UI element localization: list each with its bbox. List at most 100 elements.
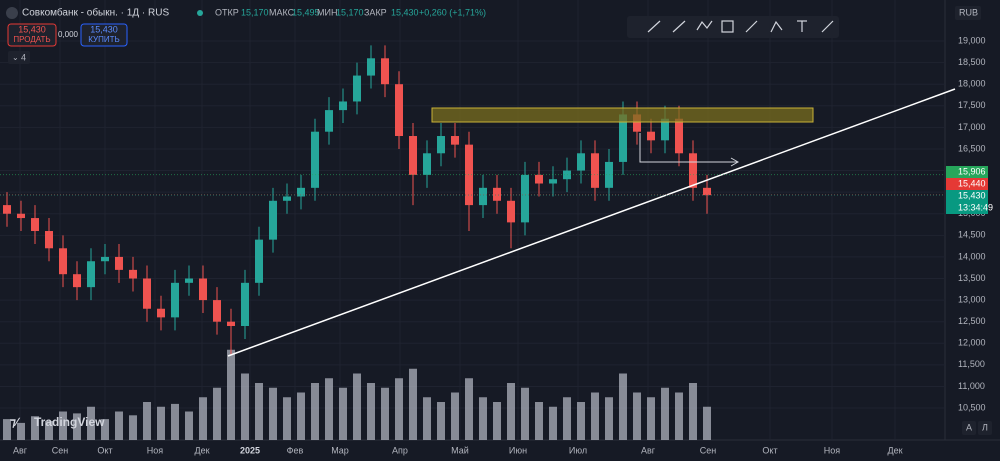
arrow-drawing[interactable] <box>639 133 738 163</box>
candle-body <box>311 131 319 188</box>
candle-body <box>451 136 459 145</box>
open: 15,170 <box>241 7 269 17</box>
x-tick-label: Мар <box>331 445 349 455</box>
y-tick-label: 11,000 <box>958 381 985 391</box>
sell-button[interactable] <box>7 23 57 47</box>
candle-body <box>423 153 431 175</box>
volume-bar <box>367 383 375 440</box>
y-tick-label: 10,500 <box>958 402 986 412</box>
volume <box>3 349 711 440</box>
volume-bar <box>17 422 25 440</box>
x-tick-label: Авг <box>13 445 28 455</box>
currency-button[interactable] <box>955 6 981 20</box>
indicators-toggle[interactable] <box>8 51 30 64</box>
status-dot <box>197 10 203 16</box>
candle-body <box>339 101 347 111</box>
volume-bar <box>437 402 445 440</box>
low: 15,170 <box>336 7 364 17</box>
price-tag-label: 15,430 <box>958 190 986 200</box>
x-tick-label: Ноя <box>147 445 164 455</box>
candle-body <box>199 278 207 301</box>
log-button[interactable] <box>978 421 992 435</box>
tool-line[interactable] <box>647 20 661 33</box>
candle-body <box>367 58 375 76</box>
candle-body <box>45 231 53 249</box>
x-tick-label: Май <box>451 445 469 455</box>
symbol-icon <box>6 7 18 19</box>
y-tick-label: 11,500 <box>958 359 985 369</box>
x-tick-label: Окт <box>762 445 777 455</box>
candle-body <box>437 136 445 154</box>
auto-button[interactable] <box>962 421 976 435</box>
volume-bar <box>507 383 515 440</box>
candle-body <box>675 118 683 154</box>
price-tag-label: 15,906 <box>958 166 986 176</box>
volume-bar <box>185 411 193 440</box>
volume-bar <box>339 387 347 440</box>
tool-rect[interactable] <box>721 20 734 33</box>
currency: RUB <box>959 7 978 17</box>
candle-body <box>661 118 669 141</box>
volume-bar <box>563 397 571 440</box>
candle-body <box>325 110 333 132</box>
buy-price: 15,430 <box>90 24 118 34</box>
tool-measure[interactable] <box>821 20 834 33</box>
price-tag <box>946 166 988 178</box>
volume-bar <box>171 403 179 440</box>
candle-body <box>143 278 151 309</box>
candle-body <box>3 205 11 214</box>
volume-bar <box>591 392 599 440</box>
candle-body <box>689 153 697 188</box>
rectangle-drawing[interactable] <box>431 107 814 123</box>
candle-body <box>87 261 95 288</box>
x-tick-label: Окт <box>97 445 112 455</box>
price-tag-label: 15,440 <box>958 178 986 188</box>
candle-body <box>31 218 39 232</box>
candle-body <box>255 239 263 283</box>
spread: 0,000 <box>58 30 79 39</box>
trend-line[interactable] <box>227 88 956 357</box>
close: 15,430 <box>391 7 419 17</box>
candle-body <box>297 187 305 197</box>
candle-body <box>227 321 235 327</box>
tool-ray[interactable] <box>672 20 686 33</box>
y-tick-label: 12,000 <box>958 338 986 348</box>
sell-label: ПРОДАТЬ <box>13 35 50 44</box>
volume-bar <box>353 373 361 440</box>
buy-button[interactable] <box>80 23 128 47</box>
volume-bar <box>199 397 207 440</box>
x-tick-label: Июн <box>509 445 527 455</box>
candle-body <box>395 84 403 137</box>
volume-bar <box>619 373 627 440</box>
volume-bar <box>213 387 221 440</box>
high-label: МАКС <box>269 7 295 17</box>
volume-bar <box>409 368 417 440</box>
volume-bar <box>325 378 333 440</box>
candle-body <box>703 187 711 196</box>
candle-body <box>129 269 137 279</box>
volume-bar <box>661 387 669 440</box>
volume-bar <box>143 402 151 440</box>
x-tick-label: Дек <box>887 445 902 455</box>
volume-bar <box>493 402 501 440</box>
y-tick-label: 18,500 <box>958 57 986 67</box>
y-tick-label: 18,000 <box>958 79 986 89</box>
tool-brush[interactable] <box>745 20 758 33</box>
candle-body <box>381 58 389 85</box>
candle-body <box>241 282 249 327</box>
y-tick-label: 19,000 <box>958 35 986 45</box>
y-tick-label: 16,500 <box>958 143 986 153</box>
candle-body <box>283 196 291 201</box>
candle-body <box>171 282 179 318</box>
tool-path[interactable] <box>696 20 713 31</box>
volume-bar <box>689 383 697 440</box>
volume-bar <box>703 406 711 440</box>
symbol[interactable]: Совкомбанк - обыкн. · 1Д · RUS <box>22 7 169 19</box>
candle-body <box>269 200 277 240</box>
candle-body <box>213 300 221 322</box>
chevron: ⌄ <box>12 53 19 62</box>
tool-shape[interactable] <box>770 20 783 33</box>
y-tick-label: 17,000 <box>958 122 986 132</box>
logo: TradingView <box>34 415 105 429</box>
change: +0,260 (+1,71%) <box>419 7 486 17</box>
